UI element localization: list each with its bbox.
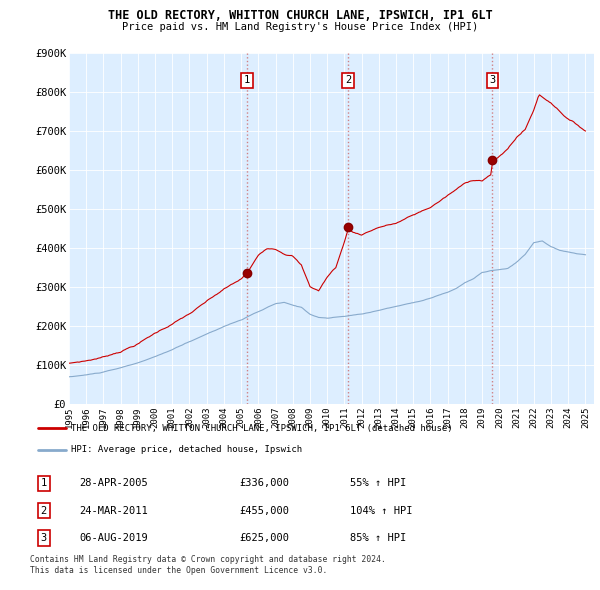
- Text: 28-APR-2005: 28-APR-2005: [80, 478, 148, 488]
- Text: 06-AUG-2019: 06-AUG-2019: [80, 533, 148, 543]
- Text: £625,000: £625,000: [240, 533, 290, 543]
- Text: This data is licensed under the Open Government Licence v3.0.: This data is licensed under the Open Gov…: [30, 566, 328, 575]
- Text: 55% ↑ HPI: 55% ↑ HPI: [350, 478, 406, 488]
- Text: Price paid vs. HM Land Registry's House Price Index (HPI): Price paid vs. HM Land Registry's House …: [122, 22, 478, 32]
- Text: Contains HM Land Registry data © Crown copyright and database right 2024.: Contains HM Land Registry data © Crown c…: [30, 555, 386, 563]
- Text: £336,000: £336,000: [240, 478, 290, 488]
- Text: 2: 2: [345, 76, 352, 86]
- Text: 3: 3: [490, 76, 496, 86]
- Text: 3: 3: [41, 533, 47, 543]
- Text: 1: 1: [41, 478, 47, 488]
- Text: £455,000: £455,000: [240, 506, 290, 516]
- Text: 104% ↑ HPI: 104% ↑ HPI: [350, 506, 413, 516]
- Text: 85% ↑ HPI: 85% ↑ HPI: [350, 533, 406, 543]
- Text: THE OLD RECTORY, WHITTON CHURCH LANE, IPSWICH, IP1 6LT (detached house): THE OLD RECTORY, WHITTON CHURCH LANE, IP…: [71, 424, 453, 433]
- Text: 2: 2: [41, 506, 47, 516]
- Text: 1: 1: [244, 76, 250, 86]
- Text: 24-MAR-2011: 24-MAR-2011: [80, 506, 148, 516]
- Text: HPI: Average price, detached house, Ipswich: HPI: Average price, detached house, Ipsw…: [71, 445, 302, 454]
- Text: THE OLD RECTORY, WHITTON CHURCH LANE, IPSWICH, IP1 6LT: THE OLD RECTORY, WHITTON CHURCH LANE, IP…: [107, 9, 493, 22]
